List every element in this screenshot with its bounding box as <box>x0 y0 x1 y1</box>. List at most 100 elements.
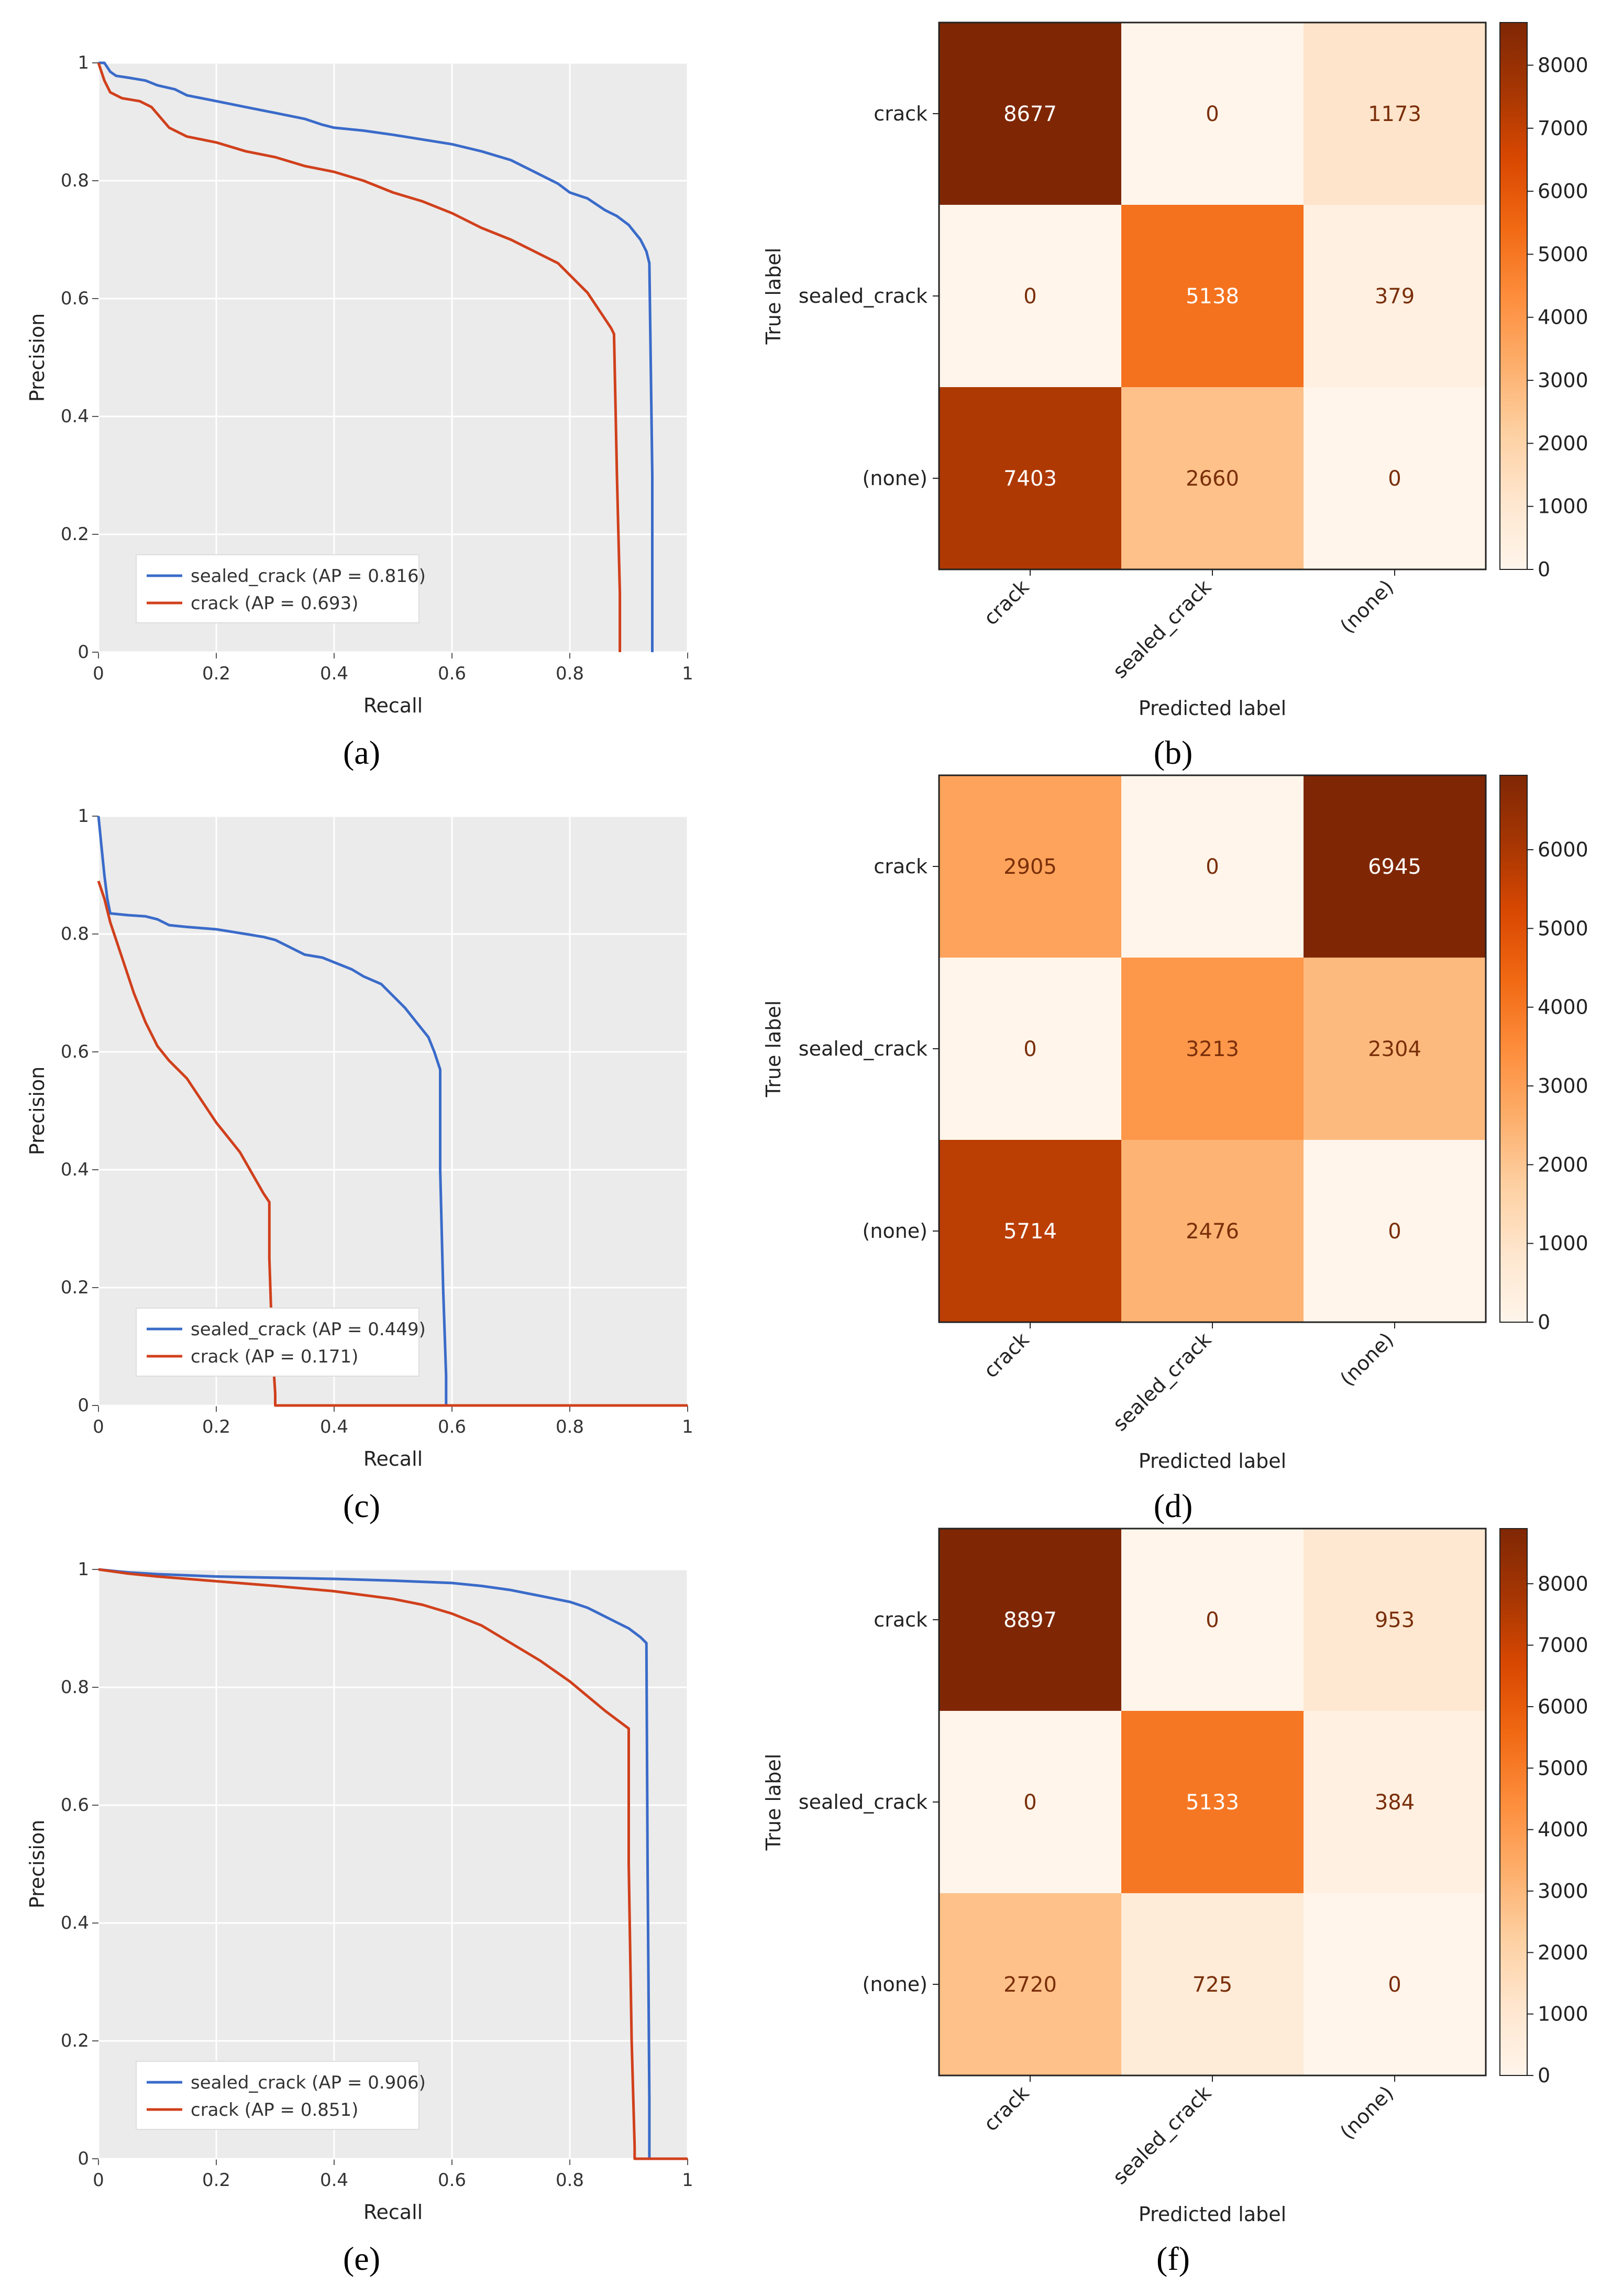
matrix-cell <box>939 23 1121 205</box>
x-tick-label: 0.6 <box>438 2170 466 2191</box>
col-label: sealed_crack <box>1108 575 1216 683</box>
matrix-cell <box>1304 1711 1486 1893</box>
row-label: sealed_crack <box>799 1790 928 1814</box>
col-label: crack <box>979 575 1034 630</box>
panel-label-f: (f) <box>1156 2240 1190 2277</box>
matrix-cell <box>1304 1140 1486 1322</box>
pr-chart-a: 0 0.2 0.4 0.6 0.8 1 0 0.2 0.4 0.6 0.8 1 Recall Precis… <box>26 52 693 771</box>
y-tick-label: 0.4 <box>61 1913 89 1934</box>
plot-background <box>98 1569 688 2159</box>
colorbar-tick-label: 3000 <box>1538 369 1588 392</box>
col-label: crack <box>979 2081 1034 2136</box>
colorbar-tick-label: 0 <box>1538 1311 1550 1334</box>
y-tick-label: 1 <box>78 1559 89 1580</box>
y-tick-label: 0.8 <box>61 1677 89 1698</box>
cell-value: 0 <box>1206 102 1219 126</box>
cell-value: 8897 <box>1003 1608 1057 1632</box>
colorbar <box>1499 775 1528 1323</box>
row-label: crack <box>874 855 928 878</box>
colorbar-tick-label: 6000 <box>1538 180 1588 203</box>
x-axis-label: Recall <box>363 694 423 717</box>
colorbar-tick-label: 7000 <box>1538 117 1588 140</box>
x-axis-label: Predicted label <box>1139 2203 1286 2226</box>
colorbar-tick-label: 3000 <box>1538 1074 1588 1097</box>
cell-value: 1173 <box>1368 102 1421 126</box>
plot-background <box>98 63 688 652</box>
y-axis-label: Precision <box>26 313 49 402</box>
x-tick-label: 1 <box>682 2170 693 2191</box>
matrix-cell <box>1304 775 1486 958</box>
colorbar-tick-label: 5000 <box>1538 243 1588 266</box>
panel-label-b: (b) <box>1154 734 1193 771</box>
colorbar <box>1499 1528 1528 2076</box>
colorbar-tick-label: 2000 <box>1538 432 1588 455</box>
colorbar-tick-label: 6000 <box>1538 838 1588 861</box>
panel-label-c: (c) <box>343 1487 380 1524</box>
legend-entry: crack (AP = 0.171) <box>191 1346 358 1367</box>
cell-value: 7403 <box>1003 467 1057 491</box>
row-label: (none) <box>863 1973 928 1996</box>
x-tick-label: 0 <box>93 2170 104 2191</box>
y-axis-label: Precision <box>26 1820 49 1909</box>
panel-label-e: (e) <box>343 2240 380 2277</box>
matrix-cell <box>939 775 1121 958</box>
pr-curve-1 <box>98 1568 688 2160</box>
legend-entry: sealed_crack (AP = 0.449) <box>191 1319 426 1340</box>
pr-curve-0 <box>98 61 654 652</box>
colorbar-tick-label: 7000 <box>1538 1634 1588 1657</box>
x-tick-label: 0.4 <box>320 1416 348 1437</box>
colorbar-tick-label: 5000 <box>1538 917 1588 940</box>
y-tick-label: 0.6 <box>61 1795 89 1816</box>
pr-curve-0 <box>97 816 688 1407</box>
matrix-cell <box>1304 1529 1486 1711</box>
y-axis-label: True label <box>762 248 785 345</box>
y-tick-label: 0 <box>78 2148 89 2169</box>
colorbar-tick-label: 0 <box>1538 558 1550 581</box>
row-label: crack <box>874 1608 928 1631</box>
cell-value: 953 <box>1375 1608 1415 1632</box>
colorbar-tick-label: 2000 <box>1538 1153 1588 1176</box>
y-axis-label: True label <box>762 1001 785 1098</box>
cell-value: 384 <box>1375 1790 1415 1815</box>
y-tick-label: 0.4 <box>61 406 89 427</box>
x-axis-label: Predicted label <box>1139 697 1286 720</box>
matrix-cell <box>939 1711 1121 1893</box>
legend-box <box>136 1308 419 1377</box>
cell-value: 3213 <box>1186 1037 1239 1061</box>
matrix-cell <box>1304 23 1486 205</box>
cell-value: 0 <box>1388 1973 1401 1997</box>
x-tick-label: 0 <box>93 663 104 684</box>
colorbar-tick-label: 5000 <box>1538 1756 1588 1779</box>
y-tick-label: 0.2 <box>61 524 89 545</box>
colorbar-tick-label: 3000 <box>1538 1880 1588 1903</box>
cell-value: 2905 <box>1003 855 1057 879</box>
confusion-matrix-d: 2905 0 6945 0 3213 2304 5714 2476 0 crack sealed_c… <box>762 774 1588 1524</box>
panel-label-a: (a) <box>343 734 380 771</box>
col-label: sealed_crack <box>1108 2081 1216 2189</box>
x-tick-label: 0.4 <box>320 2170 348 2191</box>
matrix-cell <box>1121 23 1304 205</box>
matrix-cell <box>1304 958 1486 1140</box>
y-tick-label: 0.6 <box>61 288 89 309</box>
colorbar-tick-label: 2000 <box>1538 1941 1588 1964</box>
matrix-cell <box>1121 1140 1304 1322</box>
matrix-cell <box>1304 387 1486 569</box>
y-tick-label: 0.8 <box>61 170 89 191</box>
colorbar-tick-label: 4000 <box>1538 996 1588 1019</box>
y-tick-label: 1 <box>78 52 89 73</box>
colorbar-tick-label: 6000 <box>1538 1695 1588 1718</box>
x-tick-label: 0.8 <box>556 663 584 684</box>
matrix-cell <box>939 958 1121 1140</box>
x-tick-label: 0.6 <box>438 663 466 684</box>
cell-value: 2660 <box>1186 467 1239 491</box>
x-tick-label: 0.2 <box>202 663 230 684</box>
row-label: (none) <box>863 467 928 490</box>
cell-value: 0 <box>1206 855 1219 879</box>
x-tick-label: 0.4 <box>320 663 348 684</box>
cell-value: 0 <box>1388 1220 1401 1244</box>
y-tick-label: 0 <box>78 1395 89 1416</box>
matrix-cell <box>1121 958 1304 1140</box>
y-tick-label: 1 <box>78 806 89 827</box>
cell-value: 2304 <box>1368 1037 1421 1061</box>
